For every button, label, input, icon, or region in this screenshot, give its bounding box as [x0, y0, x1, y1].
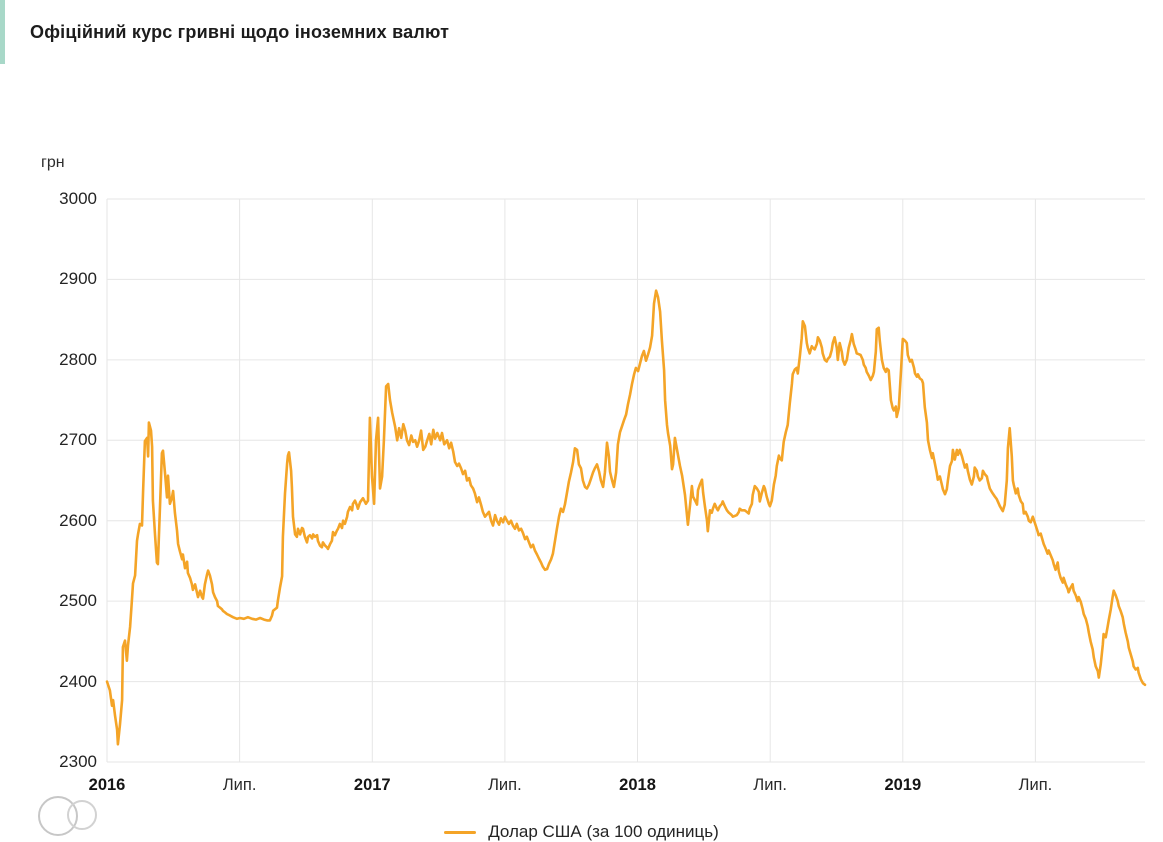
y-axis-tick-label: 2500 — [59, 591, 97, 611]
y-axis-tick-label: 2900 — [59, 269, 97, 289]
x-axis-tick-label: Лип. — [488, 776, 522, 794]
title-accent-stripe — [0, 0, 5, 64]
y-axis-tick-label: 2800 — [59, 349, 97, 369]
legend-line-swatch — [444, 830, 477, 834]
title-bar: Офіційний курс гривні щодо іноземних вал… — [0, 0, 1163, 64]
x-axis-tick-label: 2017 — [353, 776, 391, 794]
x-axis-tick-label: 2018 — [619, 776, 656, 794]
legend: Долар США (за 100 одиниць) — [0, 822, 1163, 842]
y-axis-tick-label: 3000 — [59, 189, 97, 208]
y-axis-tick-label: 2700 — [59, 430, 97, 450]
exchange-rate-chart: грн 2300 2400 2500 2600 2700 2800 2900 3000 201… — [0, 64, 1163, 841]
x-axis-tick-label: 2019 — [884, 776, 922, 794]
y-axis-tick-label: 2400 — [59, 671, 97, 691]
x-axis-tick-label: Лип. — [222, 776, 257, 794]
x-axis-tick-label: Лип. — [753, 776, 787, 794]
y-axis-tick-label: 2600 — [59, 510, 97, 530]
y-axis-tick-label: 2300 — [59, 752, 97, 771]
chart-plot-area[interactable] — [105, 198, 1147, 763]
y-axis-unit-label: грн — [41, 154, 65, 171]
page-title: Офіційний курс гривні щодо іноземних вал… — [30, 21, 450, 42]
x-axis-tick-label: Лип. — [1018, 776, 1053, 794]
legend-label: Долар США (за 100 одиниць) — [488, 822, 719, 841]
x-axis-tick-label: 2016 — [88, 776, 126, 794]
